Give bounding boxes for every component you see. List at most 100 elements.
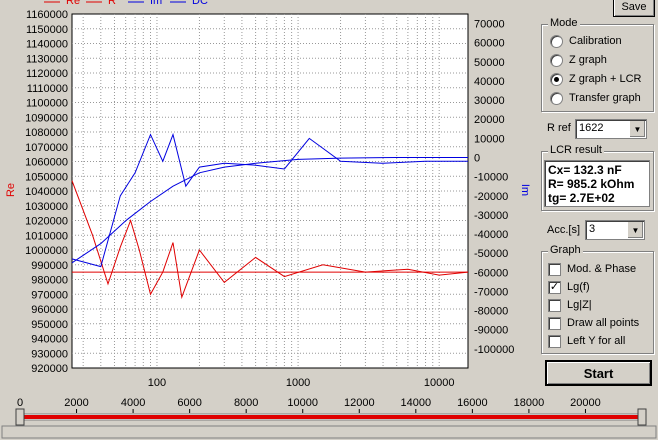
mode-option-label: Calibration: [569, 35, 622, 47]
y-left-tick-label: 970000: [31, 289, 68, 301]
lcr-result-group: LCR result Cx= 132.3 nF R= 985.2 kOhm tg…: [541, 144, 654, 211]
save-button-label: Save: [621, 1, 647, 13]
save-button[interactable]: Save: [613, 0, 655, 17]
y-left-tick-label: 1000000: [25, 245, 68, 257]
y-left-tick-label: 950000: [31, 319, 68, 331]
mode-group: Mode Calibration Z graph Z graph + LCR T…: [541, 17, 654, 112]
chevron-down-icon[interactable]: ▼: [629, 121, 645, 137]
y-right-tick-label: -20000: [474, 191, 508, 203]
y-right-tick-label: -10000: [474, 172, 508, 184]
impedance-chart: 1160000 1150000 1140000 1130000 1120000 11100…: [5, 0, 531, 389]
y-left-tick-label: 1010000: [25, 230, 68, 242]
graph-option-lg-z[interactable]: Lg|Z|: [548, 297, 592, 313]
slider-handle-right: [637, 408, 647, 426]
y-right-tick-label: -60000: [474, 267, 508, 279]
checkbox-icon: [548, 298, 561, 312]
scrollbar-area: [1, 425, 657, 439]
y-left-tick-label: 1100000: [26, 98, 68, 110]
radio-selected-icon: [550, 72, 563, 86]
legend-label: DC: [192, 0, 208, 7]
graph-group-title: Graph: [548, 244, 583, 256]
rref-value: 1622: [579, 122, 604, 134]
y-right-tick-label: -90000: [474, 325, 508, 337]
y-left-tick-label: 1050000: [25, 171, 68, 183]
slider-tick-label: 0: [17, 397, 23, 409]
graph-option-label: Left Y for all: [567, 335, 626, 347]
y-right-tick-label: 50000: [474, 57, 505, 69]
radio-icon: [550, 91, 563, 105]
rref-label: R ref: [547, 122, 571, 134]
slider-tick-label: 18000: [514, 397, 545, 409]
radio-icon: [550, 53, 563, 67]
y-left-tick-label: 930000: [31, 348, 68, 360]
y-right-tick-label: 10000: [474, 133, 505, 145]
graph-option-label: Lg(f): [567, 281, 590, 293]
series-dc-line: [71, 157, 468, 264]
y-left-tick-label: 920000: [31, 363, 68, 375]
y-right-tick-label: -80000: [474, 306, 508, 318]
y-right-tick-label: 30000: [474, 95, 505, 107]
y-left-tick-label: 1130000: [26, 53, 68, 65]
lcr-cx: Cx= 132.3 nF: [548, 163, 622, 177]
x-tick-label: 100: [148, 377, 166, 389]
y-right-axis-title: Im: [519, 184, 531, 196]
slider-tick-label: 14000: [401, 397, 432, 409]
y-left-tick-label: 1030000: [25, 201, 68, 213]
mode-option-calibration[interactable]: Calibration: [550, 33, 622, 49]
y-left-tick-label: 1060000: [25, 157, 68, 169]
slider-tick-label: 6000: [177, 397, 201, 409]
lcr-r: R= 985.2 kOhm: [548, 177, 635, 191]
y-right-tick-label: 40000: [474, 76, 505, 88]
lcr-tg: tg= 2.7E+02: [548, 191, 615, 205]
y-left-tick-label: 1120000: [26, 68, 68, 80]
legend-label: R: [108, 0, 116, 7]
lcr-result-box: Cx= 132.3 nF R= 985.2 kOhm tg= 2.7E+02: [544, 160, 650, 207]
graph-option-draw-all-points[interactable]: Draw all points: [548, 315, 639, 331]
y-left-tick-label: 1040000: [25, 186, 68, 198]
y-left-tick-label: 1140000: [26, 39, 68, 51]
mode-option-transfer-graph[interactable]: Transfer graph: [550, 90, 641, 106]
y-left-tick-label: 960000: [31, 304, 68, 316]
frequency-range-slider[interactable]: 0 2000 4000 6000 8000 10000 12000 14000 16000 180…: [0, 388, 658, 440]
y-left-tick-label: 1150000: [26, 24, 68, 36]
start-button[interactable]: Start: [545, 360, 652, 386]
checkbox-checked-icon: ✓: [548, 280, 561, 294]
legend-label: Re: [66, 0, 80, 7]
slider-handle-left: [15, 408, 25, 426]
acc-select[interactable]: 3 ▼: [585, 220, 645, 240]
y-left-tick-label: 940000: [31, 334, 68, 346]
checkbox-icon: [548, 316, 561, 330]
y-left-tick-label: 1020000: [25, 216, 68, 228]
graph-option-lg-f[interactable]: ✓ Lg(f): [548, 279, 590, 295]
y-right-tick-label: -70000: [474, 286, 508, 298]
y-right-tick-label: -40000: [474, 229, 508, 241]
radio-icon: [550, 34, 563, 48]
mode-option-z-graph-lcr[interactable]: Z graph + LCR: [550, 71, 641, 87]
slider-range-fill: [20, 415, 642, 419]
y-left-axis-title: Re: [5, 183, 17, 197]
mode-option-z-graph[interactable]: Z graph: [550, 52, 607, 68]
rref-select[interactable]: 1622 ▼: [575, 119, 647, 139]
y-left-tick-label: 1070000: [25, 142, 68, 154]
slider-tick-label: 2000: [64, 397, 88, 409]
checkbox-icon: [548, 262, 561, 276]
y-right-tick-label: 70000: [474, 19, 505, 31]
y-right-tick-label: 20000: [474, 114, 505, 126]
graph-option-mod-phase[interactable]: Mod. & Phase: [548, 261, 636, 277]
graph-option-left-y-for-all[interactable]: Left Y for all: [548, 333, 625, 349]
acc-value: 3: [589, 223, 596, 235]
y-right-tick-label: 60000: [474, 38, 505, 50]
y-left-tick-label: 990000: [31, 260, 68, 272]
acc-label: Acc.[s]: [547, 224, 581, 236]
y-left-tick-label: 1080000: [25, 127, 68, 139]
start-button-label: Start: [583, 365, 614, 381]
slider-tick-label: 16000: [457, 397, 488, 409]
chevron-down-icon[interactable]: ▼: [627, 222, 643, 238]
y-left-tick-label: 980000: [31, 275, 68, 287]
y-right-tick-label: 0: [474, 153, 480, 165]
mode-option-label: Z graph + LCR: [569, 73, 642, 85]
slider-tick-label: 20000: [570, 397, 601, 409]
graph-option-label: Draw all points: [567, 317, 640, 329]
x-tick-label: 10000: [424, 377, 455, 389]
lcr-result-title: LCR result: [548, 144, 604, 156]
